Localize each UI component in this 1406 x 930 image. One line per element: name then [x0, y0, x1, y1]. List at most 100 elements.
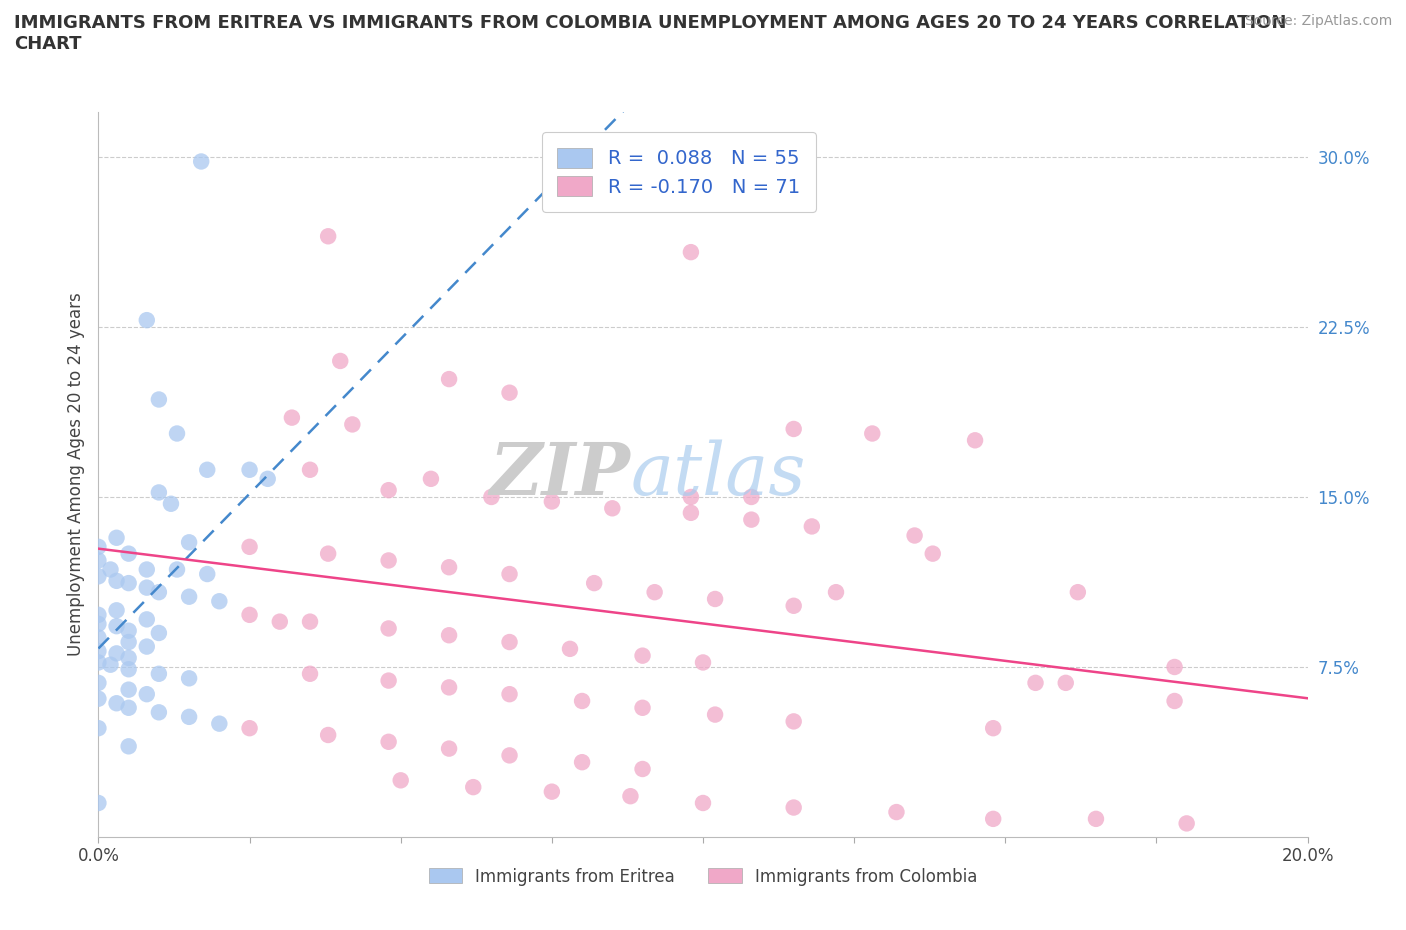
- Point: [118, 634, 141, 649]
- Point: [631, 648, 654, 663]
- Point: [389, 773, 412, 788]
- Point: [800, 519, 823, 534]
- Point: [135, 562, 157, 577]
- Point: [281, 410, 304, 425]
- Point: [437, 560, 460, 575]
- Point: [148, 705, 170, 720]
- Point: [437, 372, 460, 387]
- Point: [239, 462, 262, 477]
- Point: [631, 700, 654, 715]
- Point: [166, 426, 188, 441]
- Point: [87, 644, 110, 658]
- Point: [377, 553, 399, 568]
- Point: [1163, 659, 1185, 674]
- Point: [583, 576, 606, 591]
- Point: [105, 603, 128, 618]
- Point: [179, 535, 201, 550]
- Point: [208, 716, 231, 731]
- Point: [783, 714, 806, 729]
- Point: [299, 614, 322, 629]
- Point: [179, 590, 201, 604]
- Point: [135, 312, 157, 327]
- Point: [498, 566, 520, 581]
- Point: [195, 566, 218, 581]
- Point: [740, 512, 762, 527]
- Point: [571, 694, 593, 709]
- Point: [316, 727, 339, 742]
- Point: [87, 553, 110, 568]
- Point: [886, 804, 908, 819]
- Point: [118, 650, 141, 665]
- Point: [135, 686, 157, 701]
- Point: [118, 662, 141, 677]
- Point: [1024, 675, 1046, 690]
- Point: [166, 562, 188, 577]
- Point: [87, 617, 110, 631]
- Point: [299, 666, 322, 681]
- Point: [256, 472, 278, 486]
- Point: [783, 421, 806, 436]
- Point: [87, 655, 110, 670]
- Point: [437, 628, 460, 643]
- Point: [965, 432, 987, 447]
- Point: [148, 626, 170, 641]
- Point: [87, 795, 110, 810]
- Point: [87, 631, 110, 645]
- Point: [1067, 585, 1090, 600]
- Point: [239, 721, 262, 736]
- Point: [299, 462, 322, 477]
- Point: [377, 673, 399, 688]
- Point: [148, 666, 170, 681]
- Point: [558, 642, 581, 657]
- Point: [100, 658, 122, 672]
- Point: [316, 229, 339, 244]
- Y-axis label: Unemployment Among Ages 20 to 24 years: Unemployment Among Ages 20 to 24 years: [66, 292, 84, 657]
- Point: [148, 585, 170, 600]
- Point: [692, 655, 714, 670]
- Point: [148, 485, 170, 500]
- Point: [316, 546, 339, 561]
- Point: [498, 634, 520, 649]
- Point: [1054, 675, 1077, 690]
- Point: [269, 614, 291, 629]
- Point: [1175, 816, 1198, 830]
- Point: [118, 546, 141, 561]
- Point: [644, 585, 666, 600]
- Point: [239, 539, 262, 554]
- Point: [619, 789, 641, 804]
- Point: [135, 639, 157, 654]
- Point: [692, 795, 714, 810]
- Legend: Immigrants from Eritrea, Immigrants from Colombia: Immigrants from Eritrea, Immigrants from…: [420, 859, 986, 894]
- Point: [160, 497, 183, 512]
- Point: [420, 472, 443, 486]
- Point: [208, 594, 231, 609]
- Point: [463, 779, 485, 794]
- Point: [87, 721, 110, 736]
- Point: [105, 696, 128, 711]
- Point: [1085, 811, 1108, 827]
- Point: [377, 735, 399, 750]
- Point: [740, 489, 762, 504]
- Point: [118, 738, 141, 753]
- Point: [87, 607, 110, 622]
- Point: [105, 530, 128, 545]
- Point: [87, 691, 110, 706]
- Point: [329, 353, 352, 368]
- Point: [981, 811, 1004, 827]
- Point: [679, 489, 702, 504]
- Point: [105, 646, 128, 661]
- Point: [679, 505, 702, 520]
- Text: ZIP: ZIP: [489, 439, 630, 510]
- Point: [87, 675, 110, 690]
- Point: [118, 683, 141, 698]
- Point: [602, 501, 624, 516]
- Point: [540, 784, 562, 799]
- Point: [377, 483, 399, 498]
- Point: [148, 392, 170, 407]
- Point: [783, 598, 806, 613]
- Point: [704, 591, 727, 606]
- Point: [783, 800, 806, 815]
- Point: [195, 462, 218, 477]
- Point: [179, 671, 201, 685]
- Point: [135, 612, 157, 627]
